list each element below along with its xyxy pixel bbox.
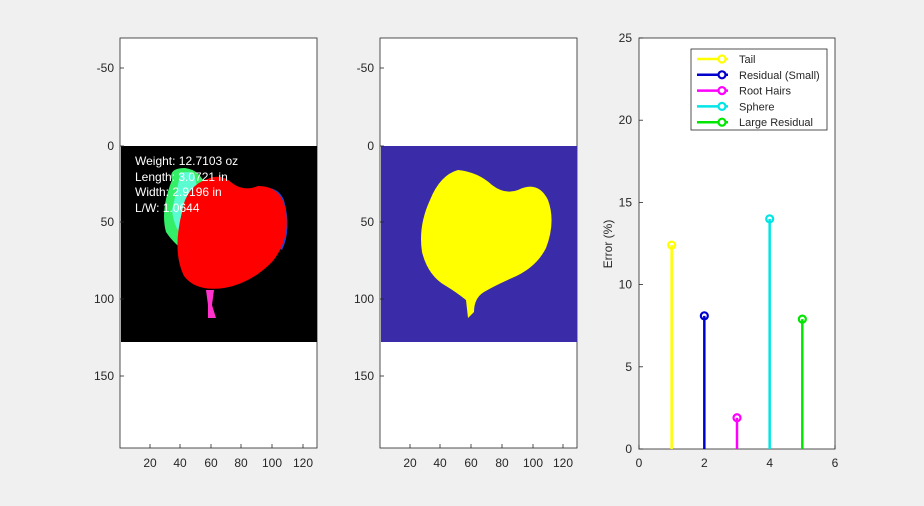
panel-2-y-tick-label: 0	[367, 139, 374, 153]
panel-1-x-tick-label: 100	[262, 456, 282, 470]
image-panel-1: Weight: 12.7103 oz Length: 3.0721 in Wid…	[94, 37, 318, 470]
panel-2-y-tick-label: 150	[354, 369, 374, 383]
panel-1-y-axis: -50 0 50 100 150	[94, 61, 114, 383]
legend-entry-label: Large Residual	[739, 117, 813, 129]
panel-1-x-tick-label: 40	[173, 456, 187, 470]
panel-2-y-axis: -50 0 50 100 150	[354, 61, 374, 383]
panel-2-x-tick-label: 120	[553, 456, 573, 470]
panel-2-x-tick-label: 100	[523, 456, 543, 470]
panel-1-x-tick-label: 60	[204, 456, 218, 470]
stem-marker	[732, 413, 742, 423]
panel-2-y-tick-label: 100	[354, 292, 374, 306]
stem-chart-panel: Error (%) 0 5 10 15 20 25 0 2 4 6 Tail Residual (S…	[601, 31, 839, 470]
panel-2-x-tick-label: 80	[495, 456, 509, 470]
y-tick-label: 15	[619, 195, 633, 209]
y-tick-label: 20	[619, 113, 633, 127]
legend-entry-label: Root Hairs	[739, 86, 791, 98]
stem-marker	[699, 311, 709, 321]
annotation-length: Length: 3.0721 in	[135, 170, 228, 184]
legend-marker	[717, 70, 727, 80]
panel-1-x-tick-label: 80	[234, 456, 248, 470]
panel-2-mask-foreground	[421, 170, 552, 318]
panel-2-x-axis: 20 40 60 80 100 120	[403, 456, 573, 470]
legend-entry-label: Tail	[739, 54, 756, 66]
image-panel-2: -50 0 50 100 150 20 40 60 80 100 120	[354, 37, 578, 470]
panel-1-x-tick-label: 20	[143, 456, 157, 470]
panel-1-x-tick-label: 120	[293, 456, 313, 470]
stem-marker	[797, 314, 807, 324]
legend-marker	[717, 85, 727, 96]
panel-1-y-tick-label: -50	[97, 61, 115, 75]
panel-1-y-tick-label: 0	[107, 139, 114, 153]
stem-marker	[765, 214, 775, 224]
panel-1-tail-region	[206, 290, 216, 318]
legend-marker	[717, 117, 727, 127]
legend: Tail Residual (Small) Root Hairs Sphere Larg…	[690, 48, 828, 131]
panel-2-x-tick-label: 40	[433, 456, 447, 470]
legend-entry-label: Sphere	[739, 101, 774, 113]
y-tick-label: 25	[619, 31, 633, 45]
panel-1-y-tick-label: 50	[101, 215, 115, 229]
panel-1-fruit-region	[177, 176, 287, 289]
panel-1-x-axis: 20 40 60 80 100 120	[143, 456, 313, 470]
panel-1-y-tick-label: 100	[94, 292, 114, 306]
panel-2-y-tick-label: -50	[357, 61, 375, 75]
y-tick-label: 0	[625, 442, 632, 456]
panel-2-y-tick-label: 50	[361, 215, 375, 229]
x-tick-label: 0	[636, 456, 643, 470]
x-tick-label: 2	[701, 456, 708, 470]
annotation-lw-ratio: L/W: 1.0644	[135, 201, 200, 215]
stem-marker	[667, 240, 677, 250]
legend-marker	[717, 54, 727, 64]
stem-chart-y-label: Error (%)	[601, 220, 615, 269]
y-tick-label: 5	[625, 360, 632, 374]
legend-entry-label: Residual (Small)	[739, 70, 820, 82]
legend-marker	[717, 101, 727, 112]
x-tick-label: 4	[766, 456, 773, 470]
annotation-weight: Weight: 12.7103 oz	[135, 154, 238, 168]
panel-2-x-tick-label: 60	[464, 456, 478, 470]
annotation-width: Width: 2.9196 in	[135, 185, 222, 199]
x-tick-label: 6	[832, 456, 839, 470]
panel-2-x-tick-label: 20	[403, 456, 417, 470]
panel-1-y-tick-label: 150	[94, 369, 114, 383]
y-tick-label: 10	[619, 278, 633, 292]
